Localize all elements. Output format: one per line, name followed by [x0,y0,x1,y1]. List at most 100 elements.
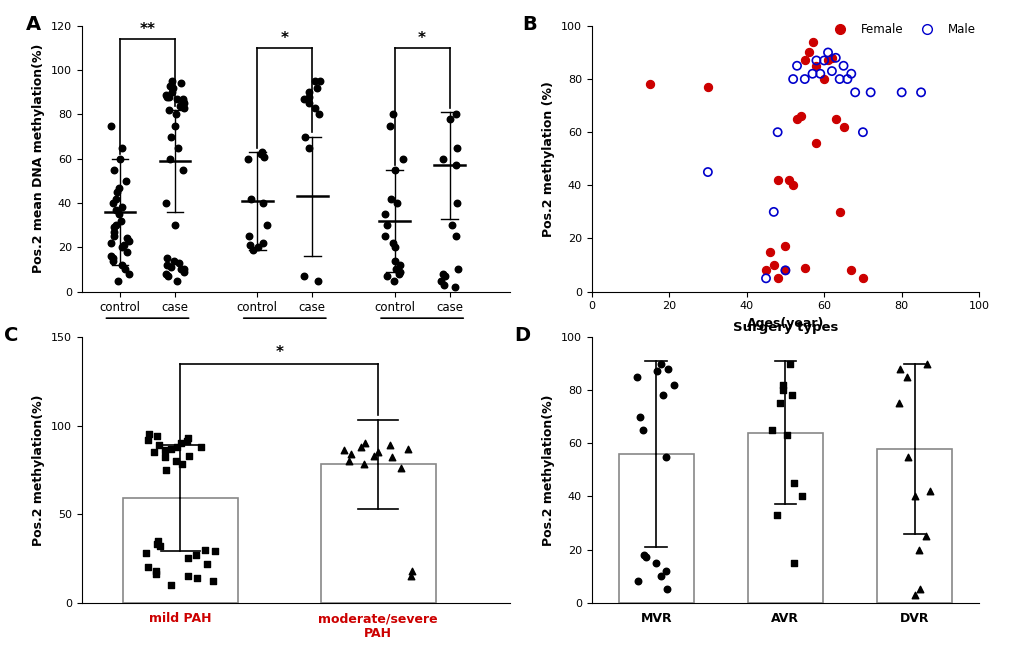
Point [162,154,178,164]
Point [381,440,397,450]
Point [399,443,416,454]
Text: Female: Female [396,337,447,350]
Point [166,220,182,231]
Point [356,459,372,470]
Point [807,55,823,65]
Point [665,380,682,390]
Point [167,121,183,131]
Point [385,238,401,248]
Point [404,566,420,576]
Point [800,47,816,58]
Point [167,456,183,466]
Point [174,96,191,106]
Point [819,55,836,65]
Point [301,87,317,98]
Point [437,271,453,281]
Point [163,262,179,272]
Point [699,167,715,178]
Point [796,262,812,273]
Point [830,207,847,217]
Point [250,242,266,253]
Point [242,240,258,250]
Point [255,152,271,162]
Text: C: C [4,327,18,345]
Point [906,491,922,502]
Point [843,265,859,275]
Point [381,121,397,131]
Point [823,66,840,76]
Point [245,244,261,255]
Point [854,127,870,137]
Point [386,255,403,266]
Point [176,102,193,113]
Point [255,198,271,208]
Point [110,209,126,219]
Point [890,398,906,409]
Point [108,205,124,215]
Point [637,552,653,562]
Point [163,87,179,98]
Point [781,175,797,185]
Point [103,251,119,261]
Point [159,260,175,270]
Point [141,562,157,572]
Point [776,265,793,275]
Point [255,238,271,248]
Point [158,269,174,279]
Point [835,61,851,71]
Point [105,198,121,208]
Point [635,425,651,435]
Point [652,571,668,581]
Point [785,74,801,84]
Text: Male: Male [268,337,302,350]
Point [899,452,915,462]
Text: Total: Total [130,337,164,350]
Point [912,87,928,98]
Point [169,441,185,452]
Point [109,275,125,286]
Point [792,111,808,121]
Point [175,94,192,104]
Point [169,275,185,286]
Point [652,358,668,369]
Point [138,548,154,558]
Point [434,269,450,279]
Point [159,253,175,264]
Point [823,52,840,63]
Point [106,231,122,242]
Point [659,364,676,374]
Point [342,448,359,459]
Point [898,372,914,382]
Point [243,194,259,204]
Point [161,91,177,102]
Point [447,231,464,242]
Point [654,390,671,400]
Point [105,255,121,266]
Point [377,231,393,242]
Point [175,98,192,109]
Point [206,546,222,557]
Point [369,447,385,457]
Point [628,372,644,382]
Text: *: * [418,31,426,46]
Point [173,438,190,448]
Point [636,550,652,560]
Point [300,91,316,102]
Point [167,110,183,120]
Point [893,87,909,98]
Point [118,233,135,244]
Point [918,358,934,369]
Point [796,55,812,65]
Point [296,94,312,104]
Point [112,216,128,226]
Point [103,121,119,131]
Point [699,82,715,92]
Point [240,231,257,242]
Point [112,154,128,164]
Y-axis label: Pos.2 methylation (%): Pos.2 methylation (%) [542,81,554,237]
Point [172,100,189,111]
Point [180,450,197,461]
Point [854,273,870,284]
Point [862,87,878,98]
Point [785,478,801,489]
